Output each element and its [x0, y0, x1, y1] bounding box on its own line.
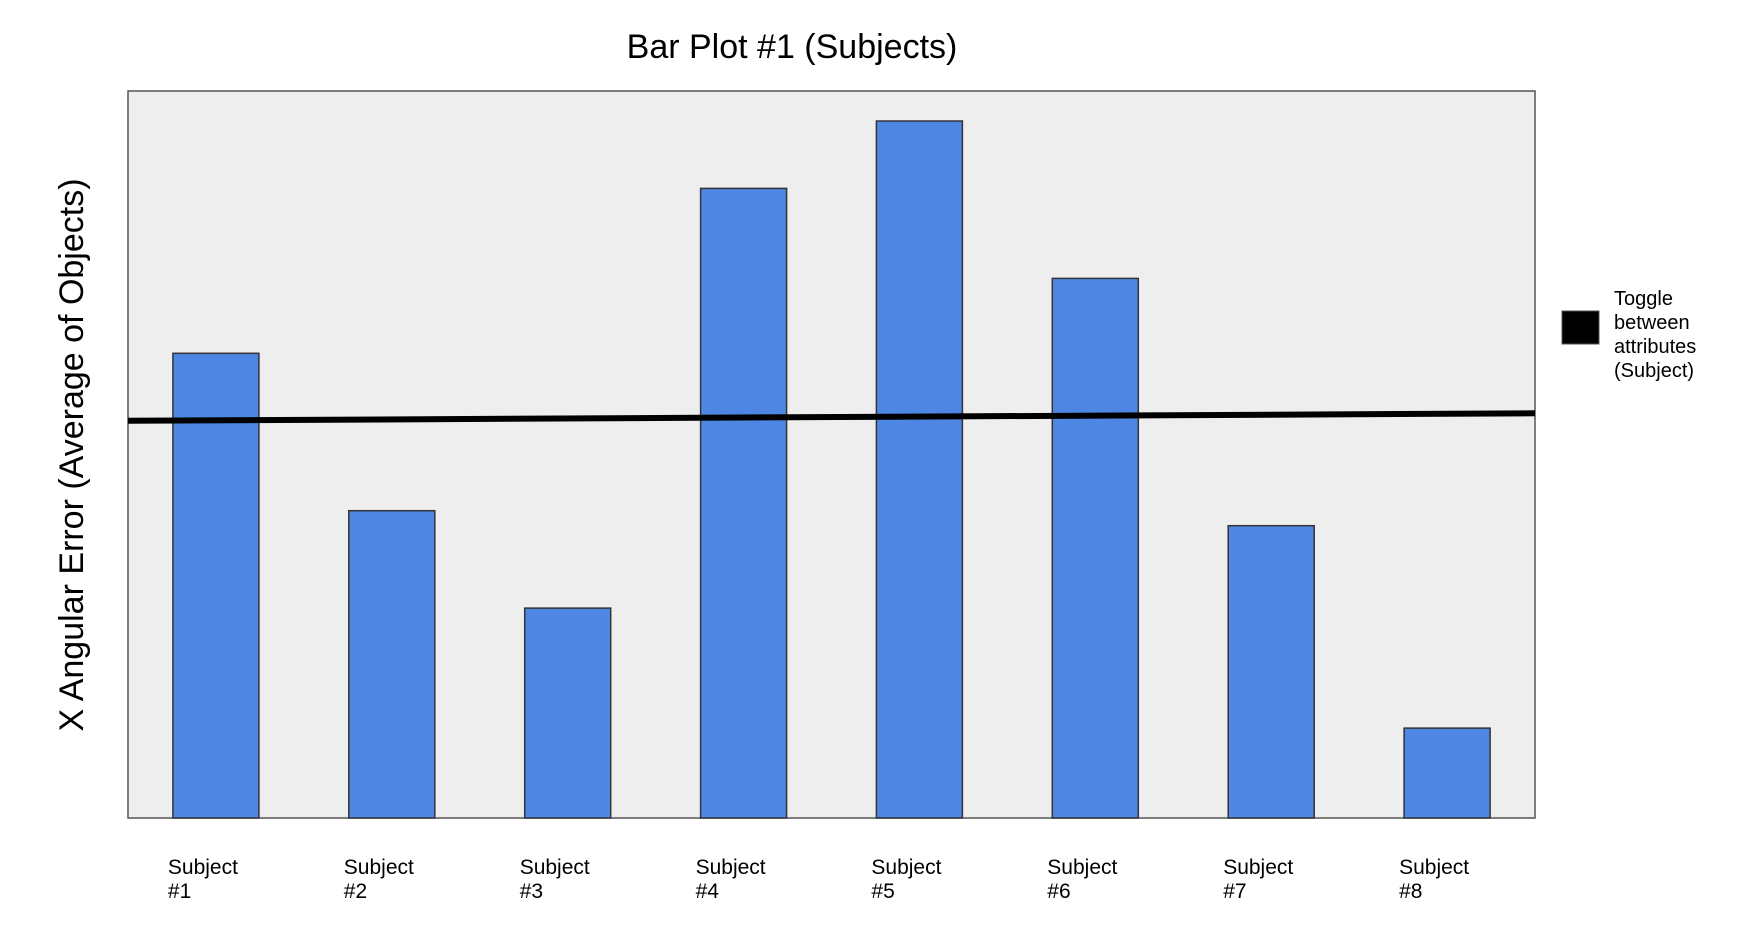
- legend-label-line-3: attributes: [1614, 336, 1696, 358]
- legend-label-line-1: Toggle: [1614, 288, 1673, 310]
- bar-6: [1051, 277, 1140, 819]
- y-axis-label: X Angular Error (Average of Objects): [53, 178, 91, 731]
- legend-label-line-4: (Subject): [1614, 360, 1694, 382]
- reference-line: [127, 410, 1536, 424]
- legend-label-line-2: between: [1614, 312, 1690, 334]
- x-tick-label-5: Subject #5: [871, 856, 941, 903]
- x-tick-label-6: Subject #6: [1047, 856, 1117, 903]
- bar-2: [348, 509, 436, 819]
- bars-layer: [172, 120, 1491, 819]
- x-tick-label-4: Subject #4: [696, 856, 766, 903]
- bar-1: [172, 352, 260, 819]
- x-tick-label-3: Subject #3: [520, 856, 590, 903]
- bar-7: [1227, 524, 1315, 819]
- bar-8: [1403, 727, 1491, 819]
- x-tick-label-8: Subject #8: [1399, 856, 1469, 903]
- bar-3: [523, 607, 612, 819]
- x-tick-label-7: Subject #7: [1223, 856, 1293, 903]
- plot-area: [127, 90, 1536, 819]
- chart-title: Bar Plot #1 (Subjects): [627, 28, 958, 66]
- bar-4: [699, 187, 788, 819]
- x-tick-label-2: Subject #2: [344, 856, 414, 903]
- bar-5: [875, 120, 964, 819]
- legend-swatch[interactable]: [1561, 310, 1600, 345]
- x-tick-label-1: Subject #1: [168, 856, 238, 903]
- x-tick-labels: Subject #1 Subject #2 Subject #3 Subject #4 Subj…: [168, 856, 1469, 903]
